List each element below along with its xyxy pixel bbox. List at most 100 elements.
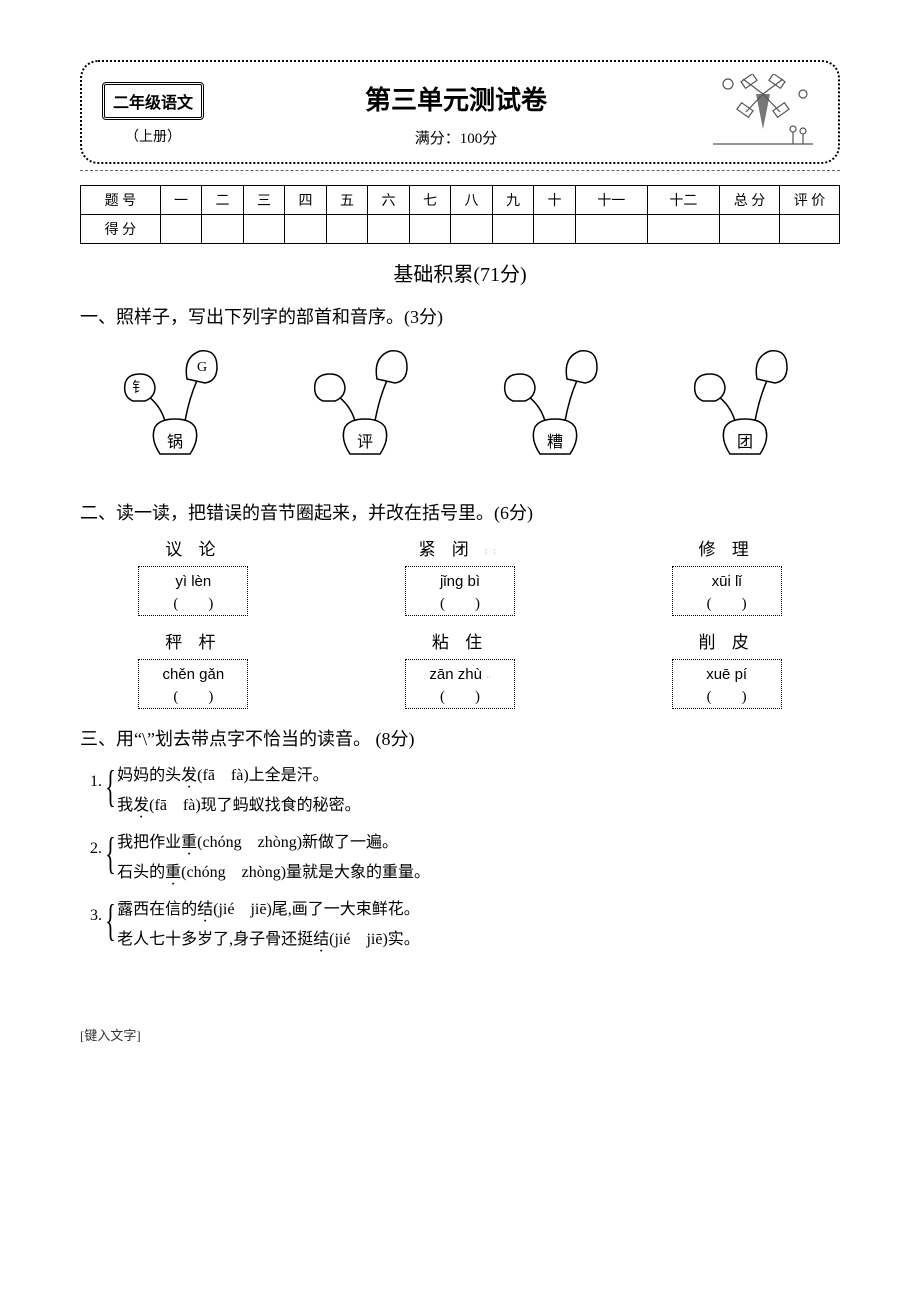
q3-lines: 露西在信的结(jié jiē)尾,画了一大束鲜花。 老人七十多岁了,身子骨还挺结… [117, 895, 420, 956]
windmill-icon [708, 74, 818, 154]
flower-item: 锅 钅 G [105, 339, 245, 479]
col-head: 三 [243, 186, 285, 215]
divider [80, 170, 840, 171]
q2-hanzi: 削 皮 [623, 628, 830, 653]
flower-radical: 钅 [132, 380, 146, 396]
q2-pinyin: zān zhù .. [410, 666, 510, 683]
q1-flower-row: 锅 钅 G 评 糟 团 [80, 339, 840, 479]
q2-grid: 议 论 yì lèn ( ) 紧 闭 :: jǐng bì ( ) 修 理 xū… [80, 535, 840, 709]
flower-item: 团 [675, 339, 815, 479]
q3-line: 我把作业重(chóng zhòng)新做了一遍。 [117, 828, 430, 858]
q3-heading: 三、用“\”划去带点字不恰当的读音。 (8分) [80, 725, 840, 751]
footer-text: [键入文字] [80, 1025, 840, 1044]
q2-box: zān zhù .. ( ) [405, 659, 515, 709]
q2-item: 粘 住 zān zhù .. ( ) [357, 628, 564, 709]
q3-lines: 妈妈的头发(fā fà)上全是汗。 我发(fā fà)现了蚂蚁找食的秘密。 [117, 761, 361, 822]
q2-hanzi: 秤 杆 [90, 628, 297, 653]
brace-icon: { [105, 895, 116, 956]
col-head: 五 [326, 186, 368, 215]
score-table: 题 号 一 二 三 四 五 六 七 八 九 十 十一 十二 总 分 评 价 得 … [80, 185, 840, 244]
q2-item: 秤 杆 chěn gǎn ( ) [90, 628, 297, 709]
main-title: 第三单元测试卷 [224, 80, 688, 117]
col-head: 一 [160, 186, 202, 215]
q3-line: 石头的重(chóng zhòng)量就是大象的重量。 [117, 858, 430, 888]
q2-blank: ( ) [677, 685, 777, 706]
q2-blank: ( ) [143, 685, 243, 706]
flower-item: 评 [295, 339, 435, 479]
full-score-label: 满分： [415, 131, 460, 147]
col-head: 六 [368, 186, 410, 215]
q2-item: 修 理 xūi lǐ ( ) [623, 535, 830, 616]
col-head: 七 [409, 186, 451, 215]
col-head: 十二 [647, 186, 719, 215]
q2-pinyin: xūi lǐ [677, 573, 777, 590]
q3-item: 2. { 我把作业重(chóng zhòng)新做了一遍。 石头的重(chóng… [90, 828, 840, 889]
q2-pinyin: xuē pí [677, 666, 777, 683]
brace-icon: { [105, 761, 116, 822]
q3-list: 1. { 妈妈的头发(fā fà)上全是汗。 我发(fā fà)现了蚂蚁找食的秘… [80, 761, 840, 955]
subject-badge: 二年级语文 [102, 82, 204, 120]
table-row: 题 号 一 二 三 四 五 六 七 八 九 十 十一 十二 总 分 评 价 [81, 186, 840, 215]
col-head: 评 价 [780, 186, 840, 215]
q2-hanzi: 粘 住 [357, 628, 564, 653]
col-head: 二 [202, 186, 244, 215]
q2-blank: ( ) [677, 592, 777, 613]
flower-item: 糟 [485, 339, 625, 479]
q2-pinyin: yì lèn [143, 573, 243, 590]
q2-box: xuē pí ( ) [672, 659, 782, 709]
q2-hanzi: 议 论 [90, 535, 297, 560]
flower-letter: G [197, 360, 207, 375]
col-head: 总 分 [720, 186, 780, 215]
q3-item: 3. { 露西在信的结(jié jiē)尾,画了一大束鲜花。 老人七十多岁了,身… [90, 895, 840, 956]
q2-item: 紧 闭 :: jǐng bì ( ) [357, 535, 564, 616]
title-area: 第三单元测试卷 满分：100分 [224, 80, 688, 148]
flower-char: 团 [737, 434, 753, 451]
q2-box: xūi lǐ ( ) [672, 566, 782, 616]
dotted-char: 发 [181, 761, 197, 791]
col-head: 八 [451, 186, 493, 215]
q3-line: 我发(fā fà)现了蚂蚁找食的秘密。 [117, 791, 361, 821]
col-head: 四 [285, 186, 327, 215]
header-box: 二年级语文 （上册） 第三单元测试卷 满分：100分 [80, 60, 840, 164]
col-head: 十 [534, 186, 576, 215]
dotted-char: 发 [133, 791, 149, 821]
q3-line: 露西在信的结(jié jiē)尾,画了一大束鲜花。 [117, 895, 420, 925]
col-head: 九 [492, 186, 534, 215]
dotted-char: 重 [165, 858, 181, 888]
q2-hanzi: 紧 闭 :: [357, 535, 564, 560]
dotted-char: 结 [313, 925, 329, 955]
q2-pinyin: chěn gǎn [143, 666, 243, 683]
dotted-char: 重 [181, 828, 197, 858]
brace-icon: { [105, 828, 116, 889]
flower-char: 锅 [167, 433, 183, 451]
q3-num: 1. [90, 761, 106, 822]
flower-char: 评 [357, 433, 373, 451]
q2-pinyin: jǐng bì [410, 573, 510, 590]
q3-item: 1. { 妈妈的头发(fā fà)上全是汗。 我发(fā fà)现了蚂蚁找食的秘… [90, 761, 840, 822]
q3-num: 3. [90, 895, 106, 956]
col-head: 十一 [575, 186, 647, 215]
row-label: 得 分 [81, 215, 161, 244]
subject-area: 二年级语文 （上册） [102, 82, 204, 146]
flower-char: 糟 [547, 433, 563, 451]
dotted-char: 结 [197, 895, 213, 925]
q3-lines: 我把作业重(chóng zhòng)新做了一遍。 石头的重(chóng zhòn… [117, 828, 430, 889]
semester: （上册） [102, 126, 204, 146]
q3-num: 2. [90, 828, 106, 889]
q3-line: 老人七十多岁了,身子骨还挺结(jié jiē)实。 [117, 925, 420, 955]
full-score: 满分：100分 [224, 127, 688, 148]
row-label: 题 号 [81, 186, 161, 215]
full-score-value: 100分 [460, 131, 498, 147]
q2-blank: ( ) [410, 592, 510, 613]
q2-blank: ( ) [410, 685, 510, 706]
q2-box: chěn gǎn ( ) [138, 659, 248, 709]
q3-line: 妈妈的头发(fā fà)上全是汗。 [117, 761, 361, 791]
q2-heading: 二、读一读，把错误的音节圈起来，并改在括号里。(6分) [80, 499, 840, 525]
q2-item: 削 皮 xuē pí ( ) [623, 628, 830, 709]
q2-box: yì lèn ( ) [138, 566, 248, 616]
q2-blank: ( ) [143, 592, 243, 613]
table-row: 得 分 [81, 215, 840, 244]
section-title: 基础积累(71分) [80, 258, 840, 287]
q2-item: 议 论 yì lèn ( ) [90, 535, 297, 616]
q2-box: jǐng bì ( ) [405, 566, 515, 616]
